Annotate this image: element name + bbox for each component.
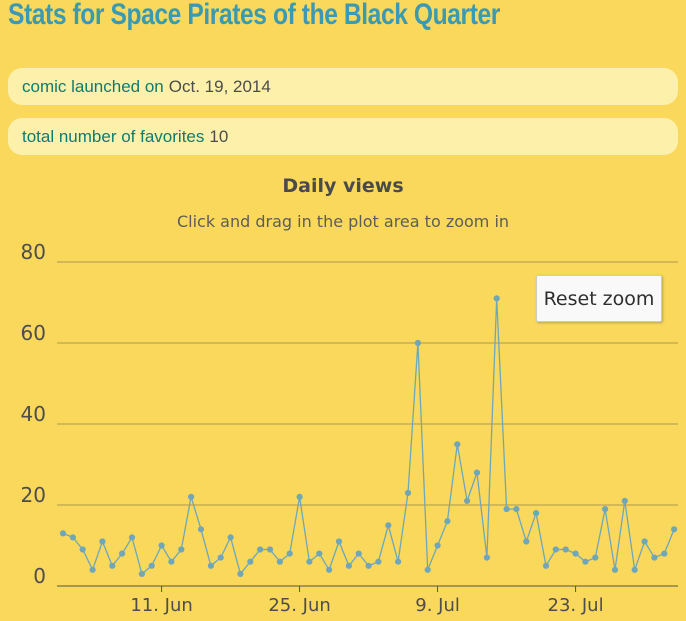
data-point[interactable] [592, 554, 599, 561]
data-point[interactable] [79, 546, 86, 553]
data-point[interactable] [395, 558, 402, 565]
x-axis-label: 9. Jul [415, 595, 460, 616]
data-point[interactable] [306, 558, 313, 565]
data-point[interactable] [483, 554, 490, 561]
data-point[interactable] [434, 542, 441, 549]
favorites-value: 10 [209, 126, 229, 146]
data-point[interactable] [128, 534, 136, 541]
data-point[interactable] [89, 566, 96, 573]
favorites-label: total number of favorites [22, 126, 205, 146]
launch-date-pill: comic launched on Oct. 19, 2014 [8, 68, 678, 105]
launch-date-value: Oct. 19, 2014 [168, 76, 271, 96]
data-point[interactable] [266, 546, 274, 553]
data-point[interactable] [326, 566, 333, 573]
data-point[interactable] [345, 562, 352, 569]
data-point[interactable] [404, 489, 412, 496]
data-point[interactable] [454, 441, 461, 448]
y-axis-label: 0 [33, 564, 46, 588]
data-point[interactable] [503, 506, 510, 513]
data-point[interactable] [602, 506, 609, 513]
data-point[interactable] [533, 509, 540, 517]
data-point[interactable] [542, 562, 550, 569]
data-point[interactable] [572, 550, 579, 557]
data-point[interactable] [158, 542, 165, 549]
x-axis-label: 25. Jun [268, 595, 330, 616]
reset-zoom-button[interactable]: Reset zoom [536, 275, 662, 322]
data-point[interactable] [286, 550, 293, 557]
chart-title: Daily views [282, 175, 404, 197]
data-point[interactable] [119, 550, 126, 557]
x-axis-label: 23. Jul [548, 595, 604, 616]
data-point[interactable] [178, 546, 185, 553]
y-axis-label: 20 [21, 483, 46, 507]
data-point[interactable] [424, 566, 431, 573]
data-point[interactable] [138, 570, 145, 578]
data-point[interactable] [59, 530, 67, 537]
data-point[interactable] [375, 558, 382, 565]
data-point[interactable] [257, 546, 264, 553]
data-point[interactable] [355, 550, 362, 557]
data-point[interactable] [611, 566, 619, 573]
data-point[interactable] [641, 538, 648, 545]
data-point[interactable] [365, 562, 372, 569]
data-point[interactable] [148, 562, 155, 569]
data-point[interactable] [247, 558, 254, 565]
data-point[interactable] [335, 538, 343, 545]
data-point[interactable] [464, 497, 471, 504]
data-point[interactable] [552, 546, 559, 553]
data-point[interactable] [385, 522, 392, 529]
data-point[interactable] [661, 550, 668, 557]
y-axis-label: 60 [21, 321, 46, 345]
data-point[interactable] [207, 562, 214, 569]
data-point[interactable] [276, 558, 283, 565]
data-point[interactable] [562, 546, 569, 553]
data-point[interactable] [414, 339, 421, 347]
y-axis-label: 80 [21, 240, 46, 264]
data-point[interactable] [631, 566, 638, 573]
data-point[interactable] [473, 469, 481, 476]
data-point[interactable] [227, 534, 234, 541]
data-point[interactable] [316, 550, 323, 557]
chart-subtitle: Click and drag in the plot area to zoom … [176, 212, 510, 231]
data-point[interactable] [99, 538, 106, 545]
data-point[interactable] [523, 538, 530, 545]
favorites-pill: total number of favorites 10 [8, 118, 678, 155]
data-point[interactable] [217, 554, 224, 561]
data-point[interactable] [237, 570, 244, 578]
data-point[interactable] [69, 534, 76, 541]
data-point[interactable] [197, 526, 205, 533]
data-point[interactable] [444, 518, 451, 525]
y-axis-label: 40 [21, 402, 46, 426]
data-point[interactable] [671, 526, 678, 533]
data-point[interactable] [168, 558, 175, 565]
data-point[interactable] [513, 506, 520, 513]
x-axis-label: 11. Jun [130, 595, 192, 616]
data-point[interactable] [621, 497, 628, 504]
data-point[interactable] [493, 295, 500, 302]
data-point[interactable] [109, 562, 116, 569]
data-point[interactable] [651, 554, 658, 561]
launch-date-label: comic launched on [22, 76, 164, 96]
page-title: Stats for Space Pirates of the Black Qua… [8, 0, 500, 31]
data-point[interactable] [188, 493, 195, 500]
data-point[interactable] [296, 493, 303, 500]
data-point[interactable] [582, 558, 589, 565]
